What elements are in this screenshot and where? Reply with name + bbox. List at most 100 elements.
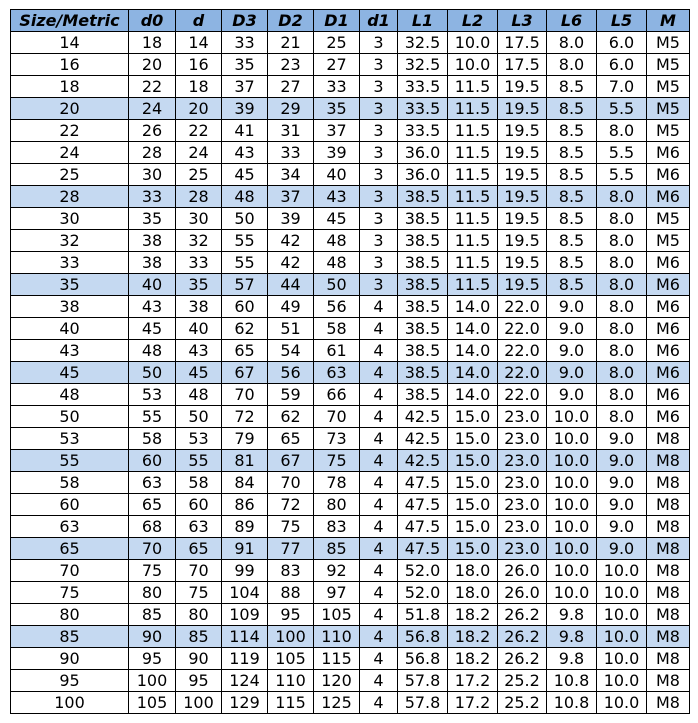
table-cell: M5 xyxy=(646,207,690,230)
table-cell: 18 xyxy=(10,75,129,98)
table-cell: 4 xyxy=(359,317,398,340)
table-row: 48 53 48 70 59 66 4 38.5 14.0 22.0 9.0 8.0 M6 xyxy=(10,383,690,406)
table-cell: M8 xyxy=(646,691,690,714)
table-cell: 45 xyxy=(10,361,129,384)
table-cell: 45 xyxy=(313,207,360,230)
table-cell: 65 xyxy=(175,537,222,560)
table-cell: M5 xyxy=(646,53,690,76)
table-cell: 99 xyxy=(221,559,268,582)
table-cell: 65 xyxy=(221,339,268,362)
table-cell: 19.5 xyxy=(497,141,547,164)
table-cell: 38.5 xyxy=(397,273,448,296)
table-cell: 4 xyxy=(359,559,398,582)
column-header: L6 xyxy=(546,9,597,32)
table-cell: 23.0 xyxy=(497,449,547,472)
table-cell: 45 xyxy=(128,317,176,340)
table-cell: M8 xyxy=(646,449,690,472)
table-cell: 10.0 xyxy=(447,31,498,54)
table-row: 75 80 75 104 88 97 4 52.0 18.0 26.0 10.0 10.0 M8 xyxy=(10,581,690,604)
table-cell: 10.0 xyxy=(546,537,597,560)
table-cell: 28 xyxy=(175,185,222,208)
table-cell: 8.0 xyxy=(596,339,647,362)
table-cell: 75 xyxy=(128,559,176,582)
table-cell: M5 xyxy=(646,229,690,252)
table-cell: M8 xyxy=(646,493,690,516)
table-cell: 100 xyxy=(128,669,176,692)
table-cell: 19.5 xyxy=(497,251,547,274)
table-cell: 32 xyxy=(10,229,129,252)
table-cell: 9.0 xyxy=(546,339,597,362)
table-cell: 10.8 xyxy=(546,669,597,692)
table-cell: 72 xyxy=(267,493,314,516)
table-cell: 33.5 xyxy=(397,97,448,120)
table-cell: M6 xyxy=(646,405,690,428)
table-cell: 4 xyxy=(359,471,398,494)
table-cell: 38 xyxy=(128,229,176,252)
table-cell: 105 xyxy=(128,691,176,714)
table-cell: 15.0 xyxy=(447,515,498,538)
table-cell: 22.0 xyxy=(497,339,547,362)
table-cell: 73 xyxy=(313,427,360,450)
table-cell: 100 xyxy=(175,691,222,714)
table-cell: 50 xyxy=(221,207,268,230)
table-cell: 63 xyxy=(175,515,222,538)
table-cell: 11.5 xyxy=(447,141,498,164)
table-cell: M6 xyxy=(646,317,690,340)
table-cell: 38.5 xyxy=(397,229,448,252)
table-cell: M8 xyxy=(646,603,690,626)
table-cell: 43 xyxy=(175,339,222,362)
table-cell: 14 xyxy=(175,31,222,54)
column-header: L2 xyxy=(447,9,498,32)
table-row: 28 33 28 48 37 43 3 38.5 11.5 19.5 8.5 8.0 M6 xyxy=(10,185,690,208)
table-cell: 124 xyxy=(221,669,268,692)
table-cell: 14.0 xyxy=(447,317,498,340)
table-cell: 26.0 xyxy=(497,559,547,582)
table-cell: 38.5 xyxy=(397,361,448,384)
table-cell: 23.0 xyxy=(497,493,547,516)
table-cell: 4 xyxy=(359,647,398,670)
table-cell: 8.5 xyxy=(546,141,597,164)
table-cell: 45 xyxy=(175,361,222,384)
table-cell: 58 xyxy=(175,471,222,494)
table-cell: 48 xyxy=(313,229,360,252)
table-cell: 10.0 xyxy=(546,581,597,604)
table-row: 95 100 95 124 110 120 4 57.8 17.2 25.2 10.8 10.0 M8 xyxy=(10,669,690,692)
table-cell: M6 xyxy=(646,339,690,362)
table-cell: 17.5 xyxy=(497,53,547,76)
table-cell: 9.0 xyxy=(596,493,647,516)
table-cell: 58 xyxy=(128,427,176,450)
table-cell: 57.8 xyxy=(397,669,448,692)
table-cell: 3 xyxy=(359,75,398,98)
table-cell: 20 xyxy=(128,53,176,76)
table-cell: 15.0 xyxy=(447,405,498,428)
table-cell: 11.5 xyxy=(447,119,498,142)
table-cell: 30 xyxy=(128,163,176,186)
table-cell: 22 xyxy=(128,75,176,98)
table-cell: 125 xyxy=(313,691,360,714)
table-cell: M6 xyxy=(646,163,690,186)
column-header: M xyxy=(646,9,690,32)
table-cell: 9.0 xyxy=(546,317,597,340)
table-cell: 80 xyxy=(10,603,129,626)
table-cell: 63 xyxy=(128,471,176,494)
table-cell: 9.8 xyxy=(546,603,597,626)
table-cell: 70 xyxy=(267,471,314,494)
table-cell: 75 xyxy=(313,449,360,472)
table-cell: 129 xyxy=(221,691,268,714)
table-cell: 53 xyxy=(175,427,222,450)
table-cell: 83 xyxy=(313,515,360,538)
table-cell: 39 xyxy=(221,97,268,120)
table-cell: 3 xyxy=(359,141,398,164)
table-cell: 15.0 xyxy=(447,537,498,560)
table-cell: 72 xyxy=(221,405,268,428)
table-cell: 48 xyxy=(221,185,268,208)
table-cell: 95 xyxy=(267,603,314,626)
table-cell: 39 xyxy=(313,141,360,164)
table-cell: 38 xyxy=(175,295,222,318)
table-cell: 16 xyxy=(10,53,129,76)
table-cell: 11.5 xyxy=(447,163,498,186)
column-header: d xyxy=(175,9,222,32)
table-cell: 50 xyxy=(313,273,360,296)
table-cell: 22 xyxy=(175,119,222,142)
table-row: 16 20 16 35 23 27 3 32.5 10.0 17.5 8.0 6.0 M5 xyxy=(10,53,690,76)
